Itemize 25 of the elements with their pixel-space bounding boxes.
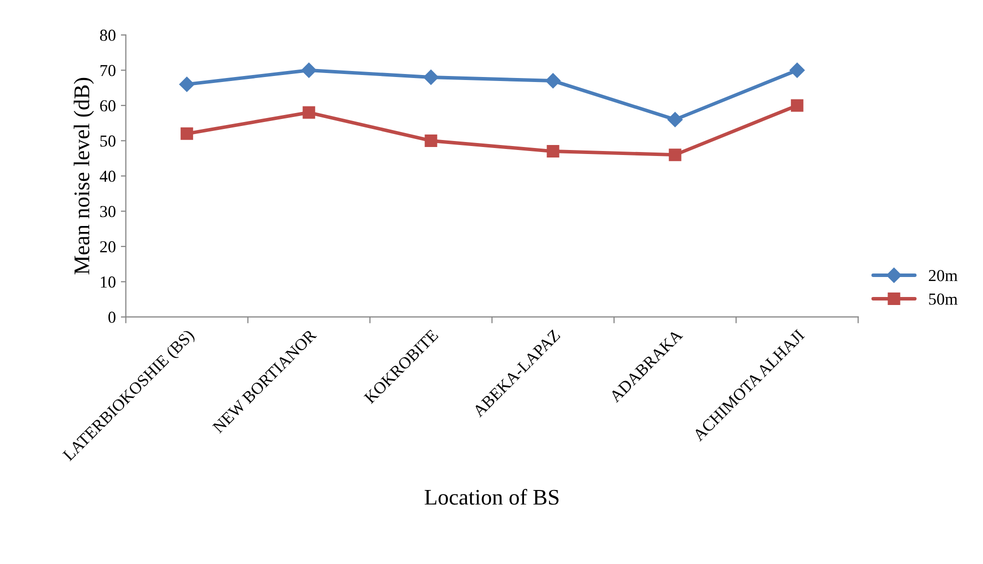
point bbox=[301, 62, 316, 78]
y-tick-label: 10 bbox=[100, 276, 116, 288]
legend-label: 50m bbox=[929, 294, 958, 305]
point bbox=[545, 73, 561, 88]
point bbox=[302, 106, 316, 119]
point bbox=[546, 145, 560, 158]
point bbox=[790, 99, 804, 112]
y-tick-label: 60 bbox=[100, 100, 116, 112]
y-tick-label: 0 bbox=[108, 312, 116, 323]
point bbox=[180, 127, 194, 140]
y-tick-label: 20 bbox=[100, 241, 116, 252]
point bbox=[424, 134, 438, 147]
point bbox=[179, 76, 194, 92]
point bbox=[423, 70, 439, 85]
point bbox=[668, 112, 683, 128]
y-tick-label: 30 bbox=[100, 206, 116, 218]
y-tick-label: 40 bbox=[100, 170, 116, 182]
y-tick-label: 80 bbox=[100, 30, 116, 41]
point bbox=[668, 148, 682, 162]
y-tick-label: 70 bbox=[100, 64, 116, 76]
legend-label: 20m bbox=[928, 270, 958, 282]
y-tick-label: 50 bbox=[100, 135, 116, 147]
x-axis-title: Location of BS bbox=[424, 488, 559, 505]
point bbox=[790, 62, 805, 78]
y-axis-title: Mean noise level (dB) bbox=[74, 78, 94, 274]
